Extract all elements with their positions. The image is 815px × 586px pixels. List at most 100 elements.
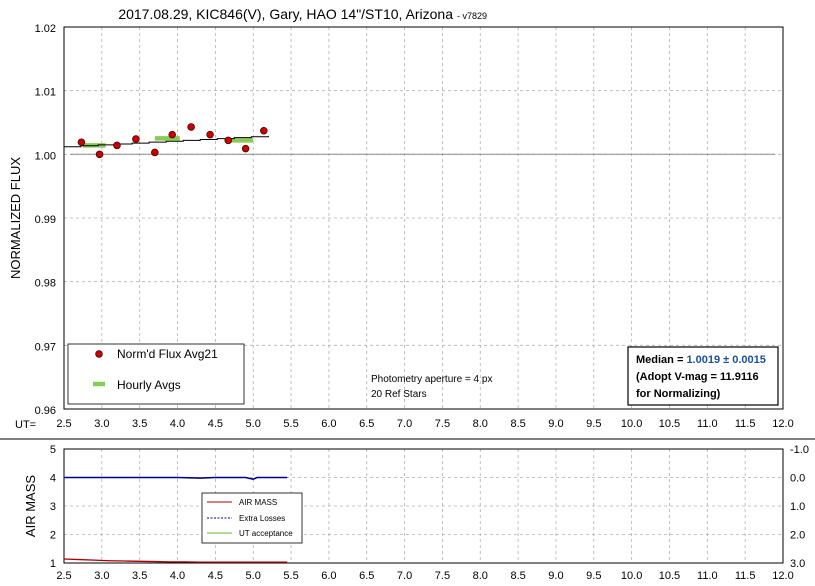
bottom-x-tick-label: 7.5 (435, 570, 450, 582)
bottom-x-tick-label: 8.0 (473, 570, 488, 582)
top-x-tick-label: 4.5 (208, 418, 223, 430)
flux-point (206, 130, 214, 139)
flux-point (168, 130, 176, 139)
median-label: Median = (636, 354, 686, 366)
top-y-tick-label: 1.02 (35, 23, 56, 35)
bottom-plot-frame (63, 448, 784, 564)
flux-point (241, 144, 250, 153)
bottom-y-tick-label: 3 (50, 501, 56, 513)
top-x-tick-label: 8.0 (473, 418, 488, 430)
top-y-tick-label: 1.01 (35, 87, 56, 99)
legend-ut-acceptance-label: UT acceptance (239, 529, 293, 538)
top-y-tick-labels: 0.96 0.97 0.98 0.99 1.00 1.01 1.02 (35, 23, 56, 417)
bottom-y2-tick-label: 0.0 (790, 473, 805, 485)
top-x-tick-label: 6.5 (359, 418, 374, 430)
photometry-annotation: Photometry aperture = 4 px (371, 374, 492, 385)
top-y-axis-label: NORMALIZED FLUX (8, 157, 23, 279)
median-line2: (Adopt V-mag = 11.9116 (636, 371, 759, 383)
bottom-x-tick-label: 8.5 (510, 570, 525, 582)
bottom-x-tick-label: 2.5 (56, 570, 71, 582)
flux-point (224, 136, 232, 145)
legend-flux-marker (95, 350, 103, 358)
top-x-tick-labels: 2.5 3.0 3.5 4.0 4.5 5.0 5.5 6.0 6.5 7.0 7.5 8.0 8.5 9… (56, 418, 793, 430)
bottom-y-tick-label: 4 (50, 473, 56, 485)
bottom-y-axis-label: AIR MASS (23, 475, 38, 537)
bottom-x-tick-label: 11.5 (735, 570, 756, 582)
bottom-x-tick-label: 4.5 (208, 570, 223, 582)
bottom-x-tick-label: 9.0 (548, 570, 563, 582)
flux-point (113, 141, 121, 150)
chart-version: - v7829 (457, 11, 487, 21)
top-y-tick-label: 1.00 (35, 150, 56, 162)
bottom-x-tick-label: 6.5 (359, 570, 374, 582)
ut-axis-label: UT= (15, 419, 36, 431)
ref-stars-annotation: 20 Ref Stars (371, 389, 427, 400)
flux-point (187, 123, 195, 131)
flux-point (260, 127, 268, 135)
top-x-tick-label: 12.0 (772, 418, 793, 430)
top-x-tick-label: 8.5 (510, 418, 525, 430)
bottom-y2-tick-labels: -1.0 0.0 1.0 2.0 3.0 (790, 444, 809, 570)
airmass-line (63, 558, 288, 563)
median-line3: for Normalizing) (636, 388, 721, 400)
bottom-x-tick-label: 3.0 (94, 570, 109, 582)
bottom-x-tick-labels: 2.5 3.0 3.5 4.0 4.5 5.0 5.5 6.0 6.5 7.0 7.5 8.0 8.5 9… (56, 570, 793, 582)
top-x-tick-label: 2.5 (56, 418, 71, 430)
top-x-tick-label: 11.5 (735, 418, 756, 430)
bottom-legend: AIR MASS Extra Losses UT acceptance (201, 492, 303, 544)
bottom-x-tick-label: 4.0 (170, 570, 185, 582)
top-x-tick-label: 5.0 (246, 418, 261, 430)
svg-text:Median = 1.0019 ± 0.0015: Median = 1.0019 ± 0.0015 (636, 354, 766, 366)
bottom-y2-tick-label: -1.0 (790, 444, 809, 456)
top-y-tick-label: 0.98 (35, 278, 56, 290)
top-x-tick-label: 9.5 (586, 418, 601, 430)
bottom-x-tick-label: 5.0 (246, 570, 261, 582)
top-x-tick-label: 11.0 (697, 418, 718, 430)
bottom-x-tick-label: 12.0 (772, 570, 793, 582)
top-x-tick-label: 5.5 (283, 418, 298, 430)
top-legend: Norm'd Flux Avg21 Hourly Avgs (67, 343, 245, 405)
top-x-tick-label: 9.0 (548, 418, 563, 430)
bottom-x-tick-label: 10.5 (659, 570, 680, 582)
median-box: Median = 1.0019 ± 0.0015 (Adopt V-mag = … (627, 346, 779, 406)
top-plot-frame (63, 26, 784, 410)
bottom-y2-tick-label: 1.0 (790, 501, 805, 513)
bottom-y-tick-labels: 1 2 3 4 5 (50, 444, 56, 570)
top-x-tick-label: 6.0 (321, 418, 336, 430)
top-x-tick-label: 3.5 (132, 418, 147, 430)
bottom-x-tick-label: 3.5 (132, 570, 147, 582)
bottom-x-tick-label: 7.0 (397, 570, 412, 582)
bottom-x-tick-label: 6.0 (321, 570, 336, 582)
bottom-x-tick-label: 9.5 (586, 570, 601, 582)
bottom-y2-tick-label: 3.0 (790, 558, 805, 570)
flux-point (77, 138, 86, 146)
legend-airmass-label: AIR MASS (239, 498, 277, 507)
top-x-tick-label: 4.0 (170, 418, 185, 430)
bottom-y2-tick-label: 2.0 (790, 530, 805, 542)
chart-title: 2017.08.29, KIC846(V), Gary, HAO 14"/ST1… (118, 6, 453, 22)
flux-point (132, 135, 140, 143)
top-x-tick-label: 10.0 (621, 418, 642, 430)
legend-hourly-label: Hourly Avgs (117, 378, 181, 392)
bottom-x-tick-label: 5.5 (283, 570, 298, 582)
bottom-y-tick-label: 2 (50, 530, 56, 542)
extra-losses-line (64, 476, 288, 481)
bottom-y-tick-label: 1 (50, 558, 56, 570)
top-x-tick-label: 7.5 (435, 418, 450, 430)
legend-flux-label: Norm'd Flux Avg21 (117, 347, 218, 361)
legend-extra-losses-label: Extra Losses (239, 514, 285, 523)
top-x-tick-label: 7.0 (397, 418, 412, 430)
top-y-tick-label: 0.96 (35, 405, 56, 417)
flux-point (95, 150, 104, 159)
top-x-tick-label: 10.5 (659, 418, 680, 430)
top-x-tick-label: 3.0 (94, 418, 109, 430)
top-y-tick-label: 0.97 (35, 341, 56, 353)
bottom-y-tick-label: 5 (50, 444, 56, 456)
trend-line (64, 135, 269, 148)
bottom-data-marks (63, 476, 288, 563)
bottom-x-tick-label: 10.0 (621, 570, 642, 582)
median-value: 1.0019 ± 0.0015 (686, 354, 765, 366)
flux-point (151, 148, 159, 157)
bottom-x-tick-label: 11.0 (697, 570, 718, 582)
